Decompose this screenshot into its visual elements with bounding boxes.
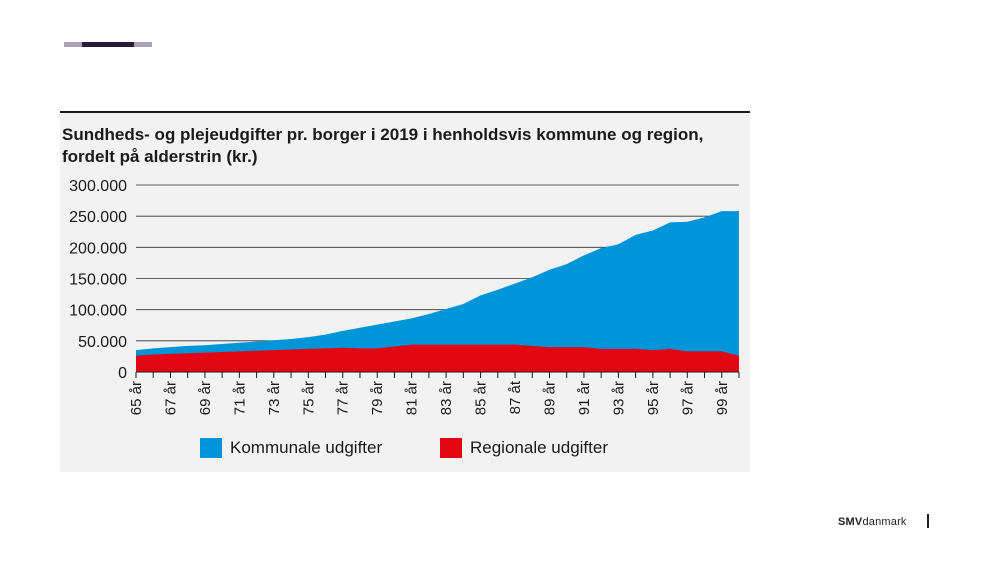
x-tick-label: 97 år [679,381,696,415]
decorative-bar-dark [82,42,134,47]
x-tick-label: 75 år [300,381,317,415]
x-tick-label: 65 år [128,381,145,415]
x-tick-label: 71 år [231,381,248,415]
legend-label-kommunale: Kommunale udgifter [230,438,383,457]
legend-swatch-kommunale [200,438,222,458]
x-tick-label: 79 år [369,381,386,415]
x-tick-label: 73 år [266,381,283,415]
legend-swatch-regionale [440,438,462,458]
x-tick-label: 83 år [438,381,455,415]
series-area-regionale [136,344,739,372]
x-tick-label: 93 år [610,381,627,415]
y-tick-label: 50.000 [78,334,127,351]
x-tick-label: 99 år [714,381,731,415]
y-tick-label: 100.000 [69,303,127,320]
brand-logo: SMVdanmark [838,516,907,528]
legend-item-regionale: Regionale udgifter [440,438,608,458]
y-tick-label: 0 [118,365,127,382]
legend-label-regionale: Regionale udgifter [470,438,608,457]
chart-top-rule [60,111,750,113]
x-tick-label: 85 år [473,381,490,415]
x-tick-label: 89 år [541,381,558,415]
y-tick-label: 300.000 [69,178,127,195]
x-tick-label: 87 åt [507,380,524,414]
legend-item-kommunale: Kommunale udgifter [200,438,382,458]
y-tick-label: 150.000 [69,272,127,289]
x-tick-label: 81 år [404,381,421,415]
y-tick-label: 250.000 [69,209,127,226]
x-tick-label: 67 år [162,381,179,415]
x-tick-label: 95 år [645,381,662,415]
x-tick-label: 91 år [576,381,593,415]
series-area-kommunale [136,211,739,372]
x-tick-label: 77 år [335,381,352,415]
y-tick-label: 200.000 [69,240,127,257]
chart-title: Sundheds- og plejeudgifter pr. borger i … [62,125,704,166]
brand-mark [927,514,929,528]
x-tick-label: 69 år [197,381,214,415]
